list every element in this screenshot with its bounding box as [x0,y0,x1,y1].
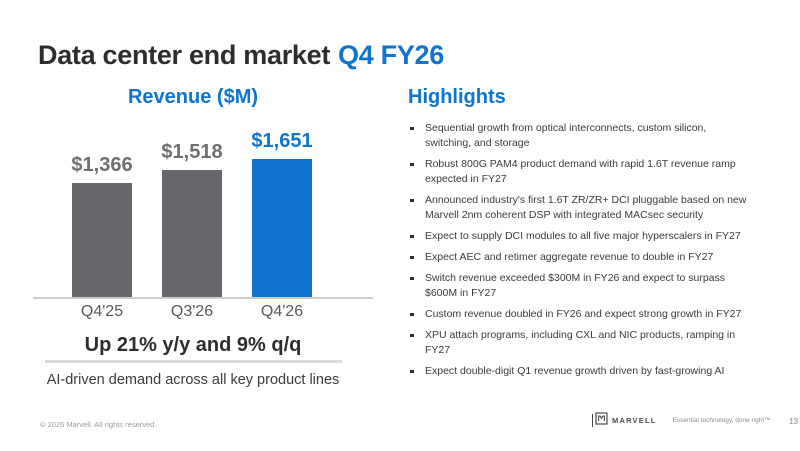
list-item: Expect double-digit Q1 revenue growth dr… [408,364,760,379]
list-item: Robust 800G PAM4 product demand with rap… [408,157,760,187]
bullet-icon [410,312,414,316]
bullet-icon [410,369,414,373]
bar-group-q426: $1,651 [251,130,313,298]
bar-group-q326: $1,518 [161,141,223,298]
copyright-text: © 2026 Marvell. All rights reserved. [40,420,157,429]
bar-value-label: $1,518 [161,141,223,163]
highlight-text: Sequential growth from optical interconn… [425,122,707,149]
bullet-icon [410,162,414,166]
bar-q426 [252,159,312,298]
bar-q425 [72,183,132,298]
bar-value-label: $1,651 [251,130,313,152]
highlights-section: Highlights Sequential growth from optica… [408,84,760,385]
bar-q326 [162,170,222,298]
x-axis-line [33,297,373,299]
bar-group-q425: $1,366 [71,154,133,298]
bar-value-label: $1,366 [71,154,133,176]
highlights-list: Sequential growth from optical interconn… [408,121,760,379]
highlight-text: Robust 800G PAM4 product demand with rap… [425,158,736,185]
highlight-text: XPU attach programs, including CXL and N… [425,329,736,356]
page-number: 13 [788,415,799,426]
chart-footnote: AI-driven demand across all key product … [46,372,340,388]
growth-annotation: Up 21% y/y and 9% q/q [84,334,302,356]
highlight-text: Custom revenue doubled in FY26 and expec… [425,308,742,320]
x-axis-label-q426: Q4'26 [260,303,304,320]
highlight-text: Expect double-digit Q1 revenue growth dr… [425,365,725,377]
list-item: Switch revenue exceeded $300M in FY26 an… [408,271,760,301]
page-title-accent: Q4 FY26 [338,40,444,71]
highlight-text: Announced industry's first 1.6T ZR/ZR+ D… [425,194,747,221]
highlight-text: Expect to supply DCI modules to all five… [425,230,741,242]
chart-title: Revenue ($M) [127,86,259,108]
page-title-main: Data center end market [38,40,331,71]
list-item: Expect AEC and retimer aggregate revenue… [408,250,760,265]
bullet-icon [410,234,414,238]
list-item: XPU attach programs, including CXL and N… [408,328,760,358]
bullet-icon [410,255,414,259]
x-axis-label-q326: Q3'26 [170,303,214,320]
divider-line [45,360,342,363]
brand-tagline: Essential technology, done right™ [672,417,771,424]
revenue-bar-chart: $1,366 $1,518 $1,651 [33,130,373,298]
bullet-icon [410,333,414,337]
brand-wordmark: MARVELL [612,416,657,425]
footer-brand: MARVELL Essential technology, done right… [592,411,799,430]
highlight-text: Switch revenue exceeded $300M in FY26 an… [425,272,726,299]
list-item: Custom revenue doubled in FY26 and expec… [408,307,760,322]
page-title: Data center end market Q4 FY26 [38,40,444,71]
bullet-icon [410,126,414,130]
list-item: Sequential growth from optical interconn… [408,121,760,151]
logo-bar [592,414,593,427]
marvell-logo-icon [595,411,608,430]
highlight-text: Expect AEC and retimer aggregate revenue… [425,251,714,263]
x-axis-label-q425: Q4'25 [80,303,124,320]
list-item: Expect to supply DCI modules to all five… [408,229,760,244]
highlights-heading: Highlights [408,86,506,108]
bullet-icon [410,276,414,280]
list-item: Announced industry's first 1.6T ZR/ZR+ D… [408,193,760,223]
bullet-icon [410,198,414,202]
